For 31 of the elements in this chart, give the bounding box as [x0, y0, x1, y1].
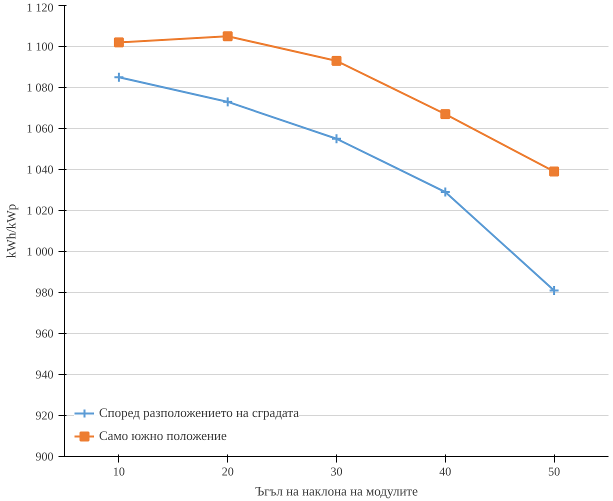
- point: [222, 31, 233, 42]
- y-tick-label: 1 040: [26, 162, 54, 176]
- x-tick-label: 10: [112, 464, 125, 478]
- y-tick-label: 960: [36, 326, 54, 340]
- point: [113, 72, 124, 83]
- legend-label: Само южно положение: [99, 428, 227, 444]
- y-tick-label: 940: [36, 368, 54, 382]
- y-tick-label: 980: [36, 286, 54, 300]
- y-tick-label: 920: [36, 408, 54, 422]
- point: [332, 56, 342, 66]
- point: [331, 133, 342, 144]
- y-tick-label: 1 120: [26, 0, 54, 14]
- legend-label: Според разположението на сградата: [99, 405, 299, 421]
- point: [440, 109, 450, 120]
- y-tick-label: 1 060: [26, 122, 54, 136]
- point: [548, 284, 560, 296]
- y-tick-label: 1 020: [26, 204, 54, 218]
- x-axis-title: Ъгъл на наклона на модулите: [255, 484, 418, 498]
- y-tick-label: 900: [36, 450, 54, 464]
- point: [114, 37, 124, 48]
- x-tick-label: 50: [548, 464, 560, 478]
- x-tick-label: 30: [330, 464, 342, 478]
- point: [549, 166, 560, 177]
- x-tick-label: 20: [222, 464, 234, 478]
- x-tick-label: 40: [439, 464, 452, 478]
- y-tick-label: 1 100: [26, 40, 54, 54]
- point: [440, 186, 451, 198]
- y-axis-title: kWh/kWp: [4, 204, 18, 258]
- point: [222, 96, 234, 108]
- y-tick-label: 1 000: [26, 244, 54, 258]
- y-tick-label: 1 080: [26, 80, 54, 94]
